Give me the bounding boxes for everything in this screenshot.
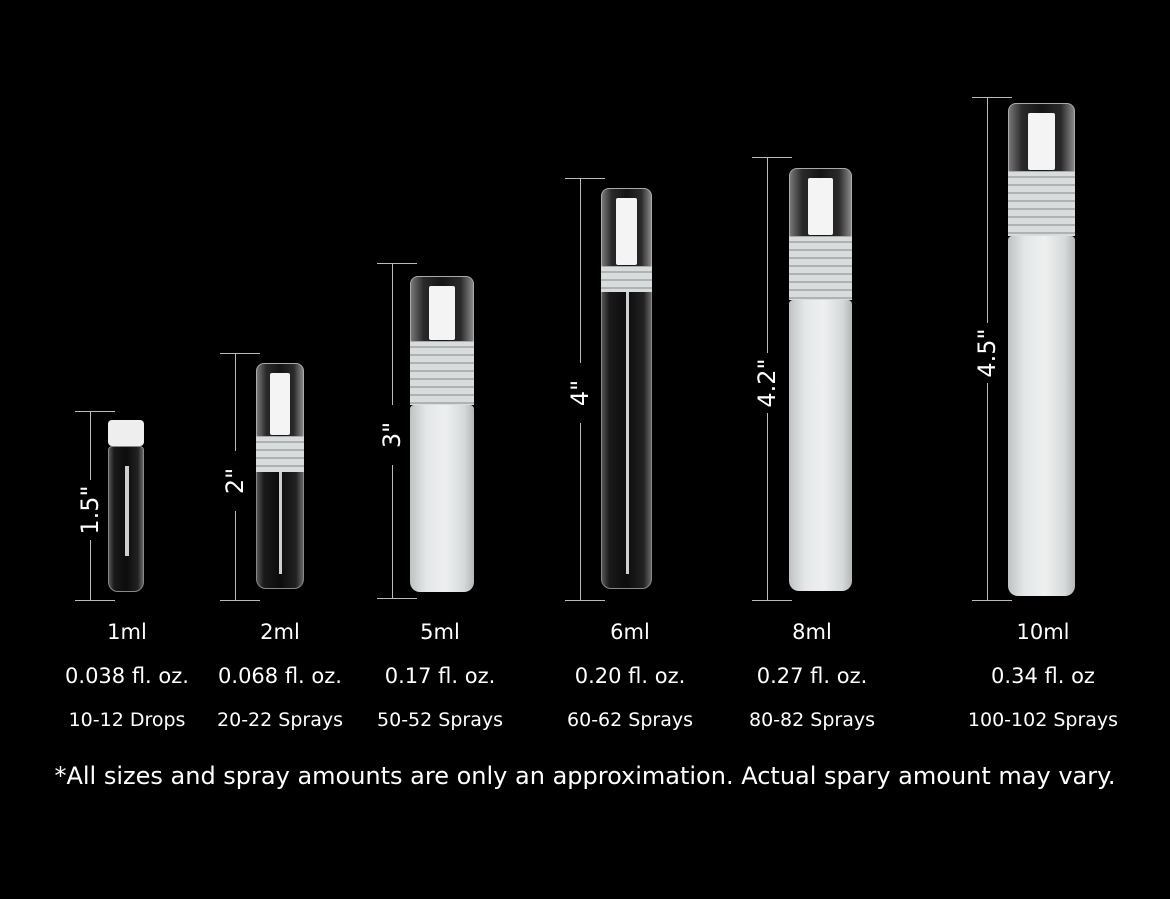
measure-tick-bottom [220,600,260,601]
volume-label: 10ml [1016,620,1070,644]
bottle-6ml [601,188,652,589]
bottle-2ml [256,363,304,589]
disclaimer-footnote: *All sizes and spray amounts are only an… [54,762,1116,790]
height-label: 2" [217,450,253,511]
volume-label: 2ml [260,620,300,644]
fluid-ounce-label: 0.17 fl. oz. [384,664,496,688]
spray-nozzle [429,286,455,340]
volume-label: 6ml [610,620,650,644]
height-label: 4" [562,363,598,423]
spray-collar [256,435,304,472]
measure-tick-top [972,97,1012,98]
bottle-body [1008,236,1075,596]
fluid-ounce-label: 0.068 fl. oz. [218,664,342,688]
measure-tick-top [752,157,792,158]
bottle-10ml [1008,103,1075,596]
spray-nozzle [1028,113,1055,170]
height-label: 1.5" [72,479,108,540]
bottle-body [789,300,852,591]
vial-stopper [108,420,144,446]
measure-tick-top [565,178,605,179]
fluid-ounce-label: 0.34 fl. oz [991,664,1095,688]
measure-tick-bottom [565,600,605,601]
bottle-8ml [789,168,852,591]
dip-tube [625,292,629,574]
dip-tube [279,472,282,574]
height-label: 4.5" [969,322,1005,383]
spray-collar [1008,170,1075,236]
measure-tick-top [377,263,417,264]
volume-label: 8ml [792,620,832,644]
measure-tick-bottom [752,600,792,601]
spray-count-label: 50-52 Sprays [377,709,503,731]
bottle-body [410,405,474,592]
measure-tick-top [220,353,260,354]
spray-collar [789,235,852,300]
spray-count-label: 60-62 Sprays [567,709,693,731]
spray-collar [410,340,474,405]
fluid-ounce-label: 0.20 fl. oz. [574,664,686,688]
spray-collar [601,265,652,292]
spray-count-label: 80-82 Sprays [749,709,875,731]
spray-nozzle [616,198,637,265]
bottle-5ml [410,276,474,592]
height-label: 4.2" [749,352,785,413]
fluid-ounce-label: 0.27 fl. oz. [756,664,868,688]
volume-label: 1ml [107,620,147,644]
measure-tick-top [75,411,115,412]
bottle-1ml [108,420,144,592]
spray-count-label: 20-22 Sprays [217,709,343,731]
spray-count-label: 100-102 Sprays [967,709,1119,731]
fluid-ounce-label: 0.038 fl. oz. [65,664,189,688]
spray-count-label: 10-12 Drops [68,709,186,731]
measure-tick-bottom [377,598,417,599]
dropper-stem [125,466,129,556]
measure-tick-bottom [75,600,115,601]
height-label: 3" [374,404,410,465]
measure-tick-bottom [972,600,1012,601]
volume-label: 5ml [420,620,460,644]
spray-nozzle [807,178,834,235]
spray-nozzle [270,373,290,435]
